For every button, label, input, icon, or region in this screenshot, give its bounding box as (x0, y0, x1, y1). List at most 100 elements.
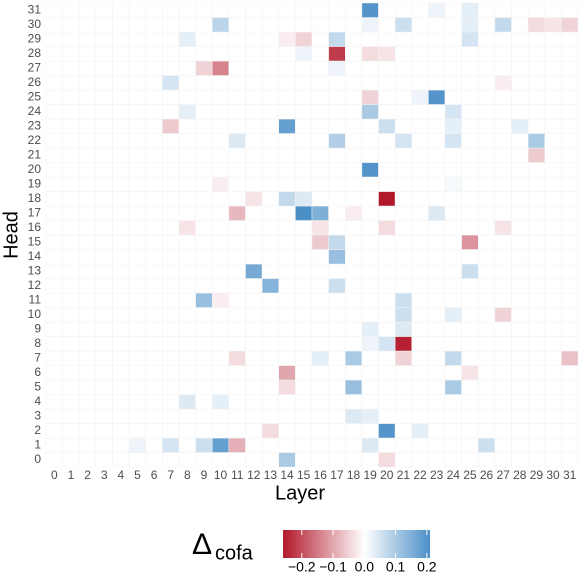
heatmap-cell (79, 292, 97, 308)
heatmap-cell (361, 423, 379, 439)
heatmap-cell (45, 205, 63, 221)
heatmap-cell (128, 408, 146, 424)
heatmap-cell (378, 133, 396, 149)
heatmap-cell (511, 191, 529, 207)
y-tick-label: 3 (34, 408, 41, 422)
heatmap-cell (295, 292, 313, 308)
heatmap-cell (461, 104, 479, 120)
heatmap-cell (62, 394, 80, 410)
heatmap-cell (45, 75, 63, 91)
heatmap-cell (162, 191, 180, 207)
heatmap-cell (328, 408, 346, 424)
heatmap-cell (62, 307, 80, 323)
heatmap-cell (527, 31, 545, 47)
heatmap-cell (212, 17, 230, 33)
heatmap-cell (245, 350, 263, 366)
heatmap-cell (561, 249, 579, 265)
heatmap-cell (428, 17, 446, 33)
heatmap-cell (494, 365, 512, 381)
heatmap-cell (295, 321, 313, 337)
heatmap-cell (261, 234, 279, 250)
heatmap-cell (345, 278, 363, 294)
heatmap-cell (128, 437, 146, 453)
heatmap-cell (62, 220, 80, 236)
heatmap-cell (345, 46, 363, 62)
heatmap-cell (145, 176, 163, 192)
heatmap-cell (411, 423, 429, 439)
y-tick-label: 24 (28, 104, 42, 118)
heatmap-cell (444, 60, 462, 76)
heatmap-cell (278, 321, 296, 337)
heatmap-cell (361, 336, 379, 352)
heatmap-cell (195, 350, 213, 366)
heatmap-cell (79, 75, 97, 91)
heatmap-cell (261, 191, 279, 207)
heatmap-cell (162, 220, 180, 236)
heatmap-cell (378, 220, 396, 236)
heatmap-cell (112, 133, 130, 149)
heatmap-cell (195, 408, 213, 424)
heatmap-cell (461, 423, 479, 439)
heatmap-cell (494, 89, 512, 105)
heatmap-cell (378, 205, 396, 221)
heatmap-cell (195, 2, 213, 18)
heatmap-cell (394, 336, 412, 352)
heatmap-cell (527, 394, 545, 410)
heatmap-cell (261, 263, 279, 279)
heatmap-cell (245, 118, 263, 134)
heatmap-cell (345, 220, 363, 236)
heatmap-cell (428, 263, 446, 279)
heatmap-cell (261, 249, 279, 265)
heatmap-cell (62, 350, 80, 366)
heatmap-cell (228, 104, 246, 120)
heatmap-cell (145, 147, 163, 163)
heatmap-cell (311, 46, 329, 62)
heatmap-cell (511, 2, 529, 18)
heatmap-cell (162, 263, 180, 279)
heatmap-cell (561, 437, 579, 453)
heatmap-cell (394, 321, 412, 337)
heatmap-cell (345, 75, 363, 91)
heatmap-cell (79, 46, 97, 62)
heatmap-cell (478, 394, 496, 410)
heatmap-cell (345, 17, 363, 33)
heatmap-cell (79, 220, 97, 236)
heatmap-cell (527, 350, 545, 366)
heatmap-cell (561, 60, 579, 76)
x-tick-label: 6 (151, 468, 158, 482)
heatmap-cell (328, 89, 346, 105)
heatmap-cell (145, 162, 163, 178)
heatmap-cell (428, 2, 446, 18)
heatmap-cell (45, 31, 63, 47)
heatmap-cell (212, 104, 230, 120)
heatmap-cell (411, 2, 429, 18)
colorbar-tick-label: 0.0 (355, 559, 375, 575)
heatmap-cell (428, 249, 446, 265)
heatmap-cell (311, 263, 329, 279)
heatmap-cell (295, 379, 313, 395)
heatmap-cell (311, 2, 329, 18)
heatmap-cell (527, 191, 545, 207)
heatmap-cell (328, 162, 346, 178)
heatmap-cell (212, 60, 230, 76)
heatmap-cell (544, 17, 562, 33)
y-tick-label: 18 (28, 191, 42, 205)
heatmap-cell (394, 2, 412, 18)
heatmap-cell (345, 89, 363, 105)
heatmap-cell (195, 191, 213, 207)
heatmap-cell (394, 31, 412, 47)
heatmap-cell (527, 437, 545, 453)
heatmap-cell (178, 104, 196, 120)
heatmap-cell (411, 278, 429, 294)
heatmap-cell (561, 191, 579, 207)
heatmap-cell (544, 147, 562, 163)
heatmap-cell (278, 162, 296, 178)
heatmap-cell (311, 321, 329, 337)
heatmap-cell (62, 89, 80, 105)
heatmap-cell (178, 46, 196, 62)
heatmap-cell (544, 249, 562, 265)
heatmap-cell (245, 278, 263, 294)
heatmap-cell (478, 118, 496, 134)
heatmap-cell (428, 394, 446, 410)
heatmap-cell (361, 292, 379, 308)
